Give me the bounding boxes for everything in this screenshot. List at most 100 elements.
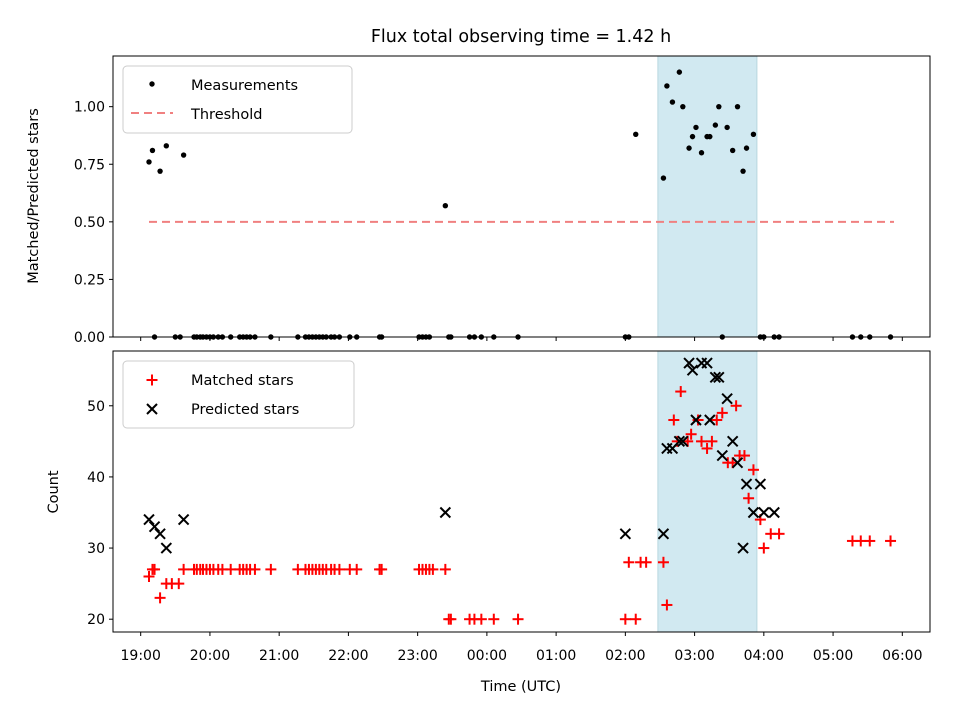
matched-point: [675, 386, 687, 398]
count-legend: Matched stars Predicted stars: [122, 360, 355, 429]
measurement-legend-marker: [149, 81, 155, 87]
predicted-point-b: [747, 506, 760, 519]
predicted-point: [439, 506, 452, 519]
count-x-ticks: 19:00 20:00 21:00 22:00 23:00 00:00 01:00 02:00…: [121, 632, 922, 664]
predicted-point: [716, 449, 728, 462]
matched-point: [738, 450, 750, 462]
predicted-point: [704, 414, 716, 426]
predicted-point-b: [713, 371, 725, 384]
matched-point: [249, 563, 261, 575]
matched-point: [773, 528, 785, 540]
predicted-point: [690, 414, 702, 426]
predicted-point-b: [160, 542, 173, 554]
count-y-tick-label: 40: [87, 470, 105, 486]
predicted-point-b: [177, 513, 190, 526]
x-tick-label: 02:00: [605, 648, 645, 664]
measurement-point: [693, 124, 699, 131]
measurement-point: [149, 147, 156, 154]
predicted-star-points: [143, 357, 780, 554]
x-tick-label: 19:00: [121, 648, 161, 664]
x-tick-label: 22:00: [328, 648, 368, 664]
x-tick-label: 23:00: [397, 648, 437, 664]
predicted-legend-cross-b: [146, 403, 158, 415]
chart-title: Flux total observing time = 1.42 h: [371, 27, 671, 47]
measurement-point: [669, 99, 676, 105]
predicted-point-b: [148, 521, 161, 533]
matched-point: [475, 613, 487, 625]
measurement-point: [724, 124, 730, 131]
predicted-point: [677, 435, 689, 448]
predicted-point-b: [143, 513, 155, 526]
count-panel: 20 30 40 50 19:00 20:00 21:00 22:00 23:00 00:00 0…: [46, 350, 931, 695]
ratio-legend-box: [122, 65, 353, 134]
matched-point: [668, 414, 680, 426]
predicted-point-b: [657, 528, 670, 540]
x-tick-label: 01:00: [536, 648, 576, 664]
matched-legend-marker: [146, 374, 158, 386]
measurement-point: [442, 203, 449, 209]
count-y-tick-label: 20: [87, 612, 105, 628]
matched-point: [333, 563, 345, 575]
predicted-point-b: [740, 478, 753, 490]
x-tick-label: 04:00: [744, 648, 784, 664]
predicted-point: [726, 435, 739, 448]
predicted-point: [673, 435, 686, 448]
measurement-point: [633, 131, 639, 138]
matched-point: [439, 563, 451, 575]
measurement-point: [707, 133, 713, 140]
x-tick-label: 03:00: [674, 648, 714, 664]
ratio-plot-frame: [112, 55, 931, 338]
count-y-ticks: 20 30 40 50: [87, 399, 113, 628]
predicted-point-b: [768, 506, 780, 519]
matched-point: [706, 435, 718, 447]
matched-point: [730, 400, 742, 412]
matched-point: [661, 599, 673, 611]
x-tick-label: 20:00: [190, 648, 230, 664]
predicted-point-b: [731, 456, 744, 469]
predicted-point: [731, 456, 744, 469]
measurement-point: [680, 103, 686, 110]
measurement-point: [750, 131, 757, 138]
matched-point: [445, 613, 457, 625]
threshold-legend-label: Threshold: [190, 107, 262, 123]
ratio-y-tick-label: 0.50: [74, 215, 105, 231]
ratio-y-axis-label: Matched/Predicted stars: [26, 108, 42, 284]
matched-point: [143, 571, 155, 583]
x-axis-label: Time (UTC): [480, 679, 561, 695]
predicted-point: [747, 506, 760, 519]
predicted-point: [154, 528, 166, 540]
predicted-point: [758, 506, 770, 519]
matched-point: [885, 535, 897, 547]
predicted-legend-marker: [146, 403, 158, 415]
matched-point: [351, 563, 363, 575]
ratio-y-ticks: 0.00 0.25 0.50 0.75 1.00: [74, 100, 113, 346]
x-tick-label: 05:00: [813, 648, 853, 664]
predicted-point-b: [439, 506, 452, 519]
predicted-legend-label: Predicted stars: [191, 402, 299, 418]
count-y-axis-label: Count: [46, 470, 62, 513]
predicted-point-b: [686, 364, 699, 376]
predicted-point-b: [726, 435, 739, 448]
x-tick-label: 21:00: [259, 648, 299, 664]
measurement-point: [686, 145, 692, 151]
predicted-point: [160, 542, 173, 554]
matched-point: [716, 407, 728, 419]
ratio-x-ticks: [140, 337, 903, 341]
measurement-point: [734, 103, 741, 110]
predicted-point-b: [737, 542, 749, 554]
measurement-point: [180, 152, 187, 158]
predicted-point-b: [701, 357, 713, 369]
matched-point: [864, 535, 876, 547]
matched-point: [488, 613, 500, 625]
predicted-point-b: [758, 506, 770, 519]
predicted-point: [768, 506, 780, 519]
matched-point: [747, 464, 759, 476]
predicted-point: [686, 364, 699, 376]
predicted-point: [701, 357, 713, 369]
predicted-point: [721, 392, 733, 405]
matched-point: [657, 556, 669, 568]
matched-legend-plus: [146, 374, 158, 386]
measurement-point: [146, 159, 152, 165]
matched-point: [149, 563, 161, 575]
